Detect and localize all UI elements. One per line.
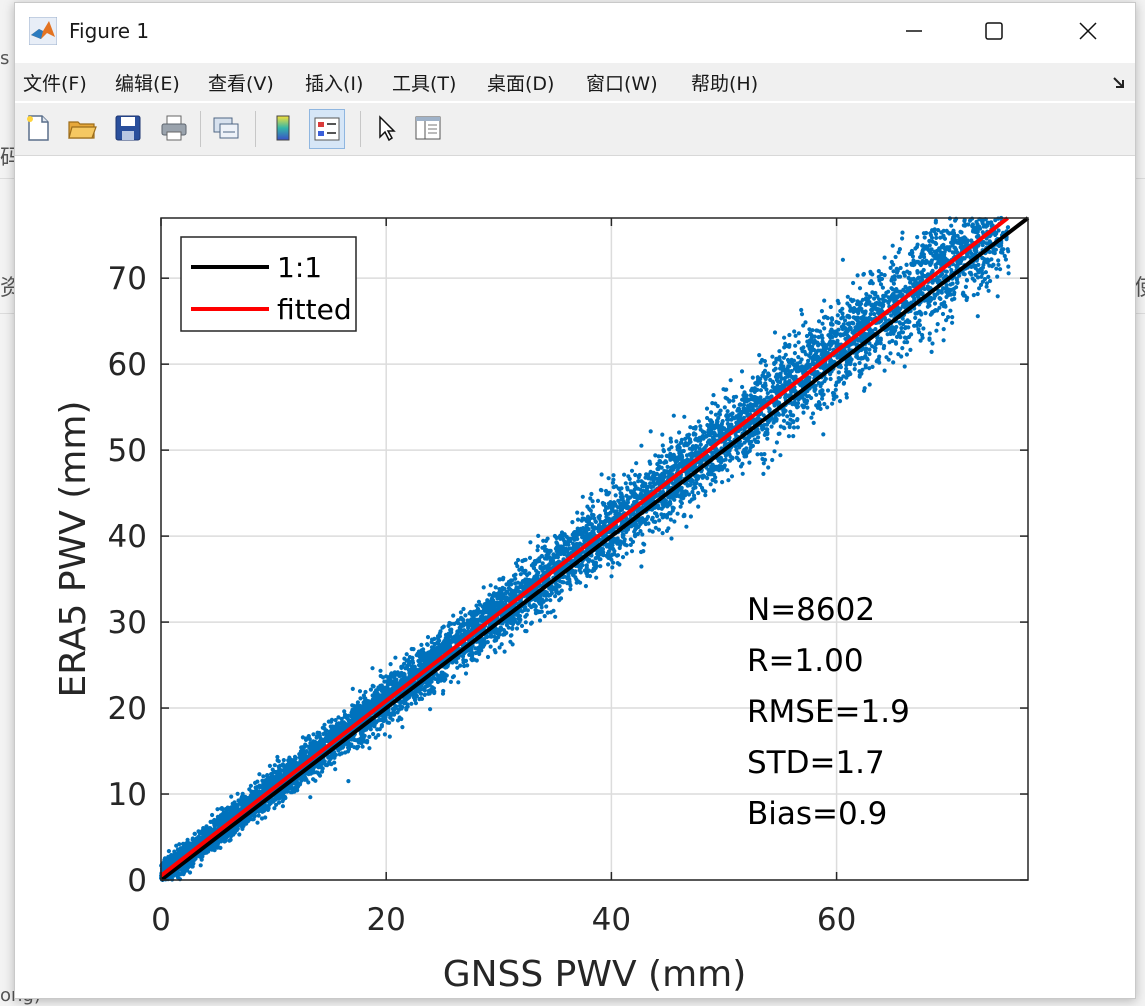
scatter-plot: 0 20 40 60 0 10 20 30 40 50 60 70 GNSS PWV (mm) ERA… [53,215,1030,995]
matlab-logo-icon [29,17,57,45]
background-fragment: s [0,48,10,69]
y-tick-label: 60 [108,347,147,383]
menu-bar: 文件(F) 编辑(E) 查看(V) 插入(I) 工具(T) 桌面(D) 窗口(W… [15,63,1135,101]
x-tick-label: 20 [366,902,405,938]
figure-canvas: 0 20 40 60 0 10 20 30 40 50 60 70 GNSS PWV (mm) ERA… [15,156,1135,998]
print-button[interactable] [157,109,191,147]
fitted-line [159,216,1009,878]
dock-arrow-icon[interactable] [1111,75,1127,91]
annotation-std: STD=1.7 [747,745,885,781]
legend-label-fitted: fitted [277,293,352,326]
new-figure-icon [27,115,49,141]
close-button[interactable] [1065,11,1111,51]
axes-box [160,217,1029,881]
x-tick-label: 40 [592,902,631,938]
edit-plot-button[interactable] [369,109,403,147]
link-plot-icon [213,117,239,139]
toolbar-separator [255,111,256,147]
open-file-icon [68,121,97,139]
y-tick-label: 70 [108,261,147,297]
save-button[interactable] [111,109,145,147]
print-icon [161,115,187,141]
x-tick-label: 60 [817,902,856,938]
toolbar [15,103,1135,156]
legend-box [180,236,357,332]
x-axis-label: GNSS PWV (mm) [443,954,747,995]
maximize-icon [985,22,1003,40]
annotation-bias: Bias=0.9 [747,796,887,832]
legend-button[interactable] [309,109,345,149]
x-tick-label: 0 [151,902,171,938]
menu-desktop[interactable]: 桌面(D) [487,73,555,95]
y-tick-label: 20 [108,691,147,727]
y-tick-label: 50 [108,433,147,469]
menu-view[interactable]: 查看(V) [208,73,274,95]
menu-edit[interactable]: 编辑(E) [115,73,180,95]
link-plot-button[interactable] [209,109,243,147]
property-inspector-button[interactable] [411,109,445,147]
edit-plot-cursor-icon [379,115,396,142]
menu-window[interactable]: 窗口(W) [586,73,658,95]
annotation-n: N=8602 [747,592,875,628]
minimize-icon [906,30,922,32]
legend-label-1to1: 1:1 [277,251,322,284]
toolbar-separator [360,111,361,147]
legend-icon [314,117,340,141]
menu-tools[interactable]: 工具(T) [392,73,457,95]
y-tick-label: 40 [108,519,147,555]
close-icon [1079,22,1097,40]
minimize-button[interactable] [891,11,937,51]
annotation-r: R=1.00 [747,643,864,679]
axis-ticks: 0 20 40 60 0 10 20 30 40 50 60 70 [108,218,1028,938]
stats-annotations: N=8602 R=1.00 RMSE=1.9 STD=1.7 Bias=0.9 [747,592,910,832]
y-tick-label: 0 [127,863,147,899]
fit-lines [159,216,1030,882]
legend[interactable]: 1:1 fitted [180,236,357,332]
y-tick-label: 10 [108,777,147,813]
y-tick-label: 30 [108,605,147,641]
menu-insert[interactable]: 插入(I) [305,73,364,95]
new-figure-button[interactable] [21,109,55,147]
property-inspector-icon [415,116,441,140]
background-fragment: 使 [1134,270,1145,302]
colorbar-icon [276,115,290,141]
figure-window: Figure 1 文件(F) 编辑(E) 查看(V) 插入(I) 工具(T) 桌… [14,2,1136,999]
y-axis-label: ERA5 PWV (mm) [53,401,94,698]
maximize-button[interactable] [971,11,1017,51]
open-file-button[interactable] [65,109,99,147]
title-bar: Figure 1 [15,3,1135,59]
one-to-one-line [159,216,1030,882]
window-title: Figure 1 [69,19,150,43]
save-icon [115,115,141,141]
menu-help[interactable]: 帮助(H) [691,73,759,95]
toolbar-separator [200,111,201,147]
annotation-rmse: RMSE=1.9 [747,694,910,730]
menu-file[interactable]: 文件(F) [23,73,87,95]
colorbar-button[interactable] [266,109,300,147]
